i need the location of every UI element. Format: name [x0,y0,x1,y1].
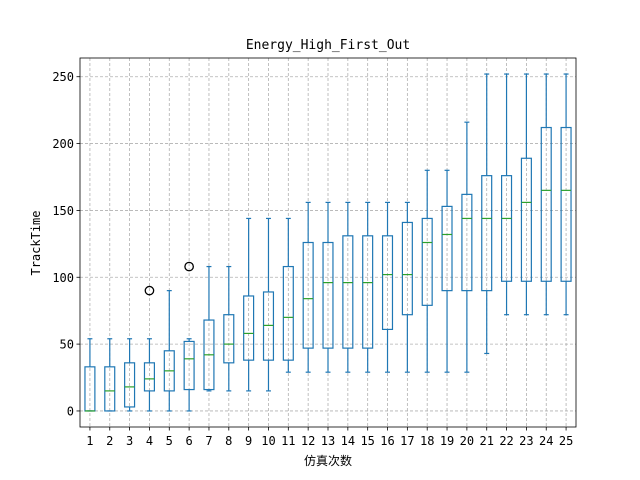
box-25 [560,73,572,316]
x-tick-label-3: 3 [126,434,133,448]
box-body [481,175,493,292]
box-body [143,362,155,392]
box-19 [441,169,453,373]
box-body [520,157,532,282]
x-tick-label-4: 4 [146,434,153,448]
box-11 [282,217,294,373]
box-body [243,295,255,361]
box-body [461,193,473,292]
box-body [540,126,552,282]
x-tick-label-25: 25 [559,434,573,448]
y-tick-label-0: 0 [67,404,74,418]
box-21 [481,73,493,355]
x-tick-label-9: 9 [245,434,252,448]
box-body [501,175,513,282]
y-tick-label-200: 200 [52,137,74,151]
x-tick-label-22: 22 [499,434,513,448]
box-16 [381,201,394,373]
box-22 [501,73,513,316]
x-tick-label-20: 20 [460,434,474,448]
box-20 [461,121,473,373]
outlier-point [144,285,155,296]
box-18 [421,169,433,373]
y-tick-label-150: 150 [52,204,74,218]
box-body [441,205,453,292]
x-axis-label: 仿真次数 [304,453,352,468]
box-body [322,241,334,349]
box-14 [342,201,354,373]
box-17 [401,201,413,373]
x-tick-label-2: 2 [106,434,113,448]
x-tick-label-7: 7 [205,434,212,448]
x-tick-label-17: 17 [400,434,414,448]
box-5 [163,290,175,412]
y-tick-label-50: 50 [60,338,74,352]
box-13 [322,201,334,373]
x-tick-label-8: 8 [225,434,232,448]
box-body [421,217,433,306]
box-6 [183,261,195,412]
box-body [342,235,354,349]
x-tick-label-16: 16 [380,434,394,448]
box-series [84,73,572,412]
x-tick-label-10: 10 [261,434,275,448]
chart-title: Energy_High_First_Out [246,38,410,53]
outlier-point [184,261,194,272]
box-10 [262,217,275,392]
y-tick-label-100: 100 [52,271,74,285]
box-15 [362,201,374,373]
x-tick-label-14: 14 [341,434,355,448]
box-body [381,235,394,331]
box-7 [203,265,215,392]
y-axis-label: TrackTime [29,210,43,275]
box-body [401,221,413,316]
box-body [124,362,136,408]
box-9 [243,217,255,392]
box-body [183,340,195,391]
x-tick-label-5: 5 [166,434,173,448]
box-8 [223,265,235,392]
box-12 [302,201,314,373]
box-2 [104,338,116,412]
x-tick-label-23: 23 [519,434,533,448]
box-body [282,265,294,361]
box-3 [124,338,136,412]
box-body [223,314,235,364]
y-tick-label-250: 250 [52,70,74,84]
box-1 [84,338,96,412]
x-tick-label-19: 19 [440,434,454,448]
box-body [560,126,572,282]
box-24 [540,73,552,316]
box-4 [143,285,155,412]
box-body [302,241,314,349]
x-tick-label-15: 15 [360,434,374,448]
box-23 [520,73,532,316]
x-tick-label-12: 12 [301,434,315,448]
x-tick-label-1: 1 [86,434,93,448]
box-body [104,366,116,412]
x-tick-label-21: 21 [479,434,493,448]
x-tick-label-11: 11 [281,434,295,448]
x-tick-label-6: 6 [186,434,193,448]
x-tick-label-13: 13 [321,434,335,448]
box-body [362,235,374,349]
box-body [262,291,275,361]
x-tick-label-24: 24 [539,434,553,448]
x-tick-label-18: 18 [420,434,434,448]
